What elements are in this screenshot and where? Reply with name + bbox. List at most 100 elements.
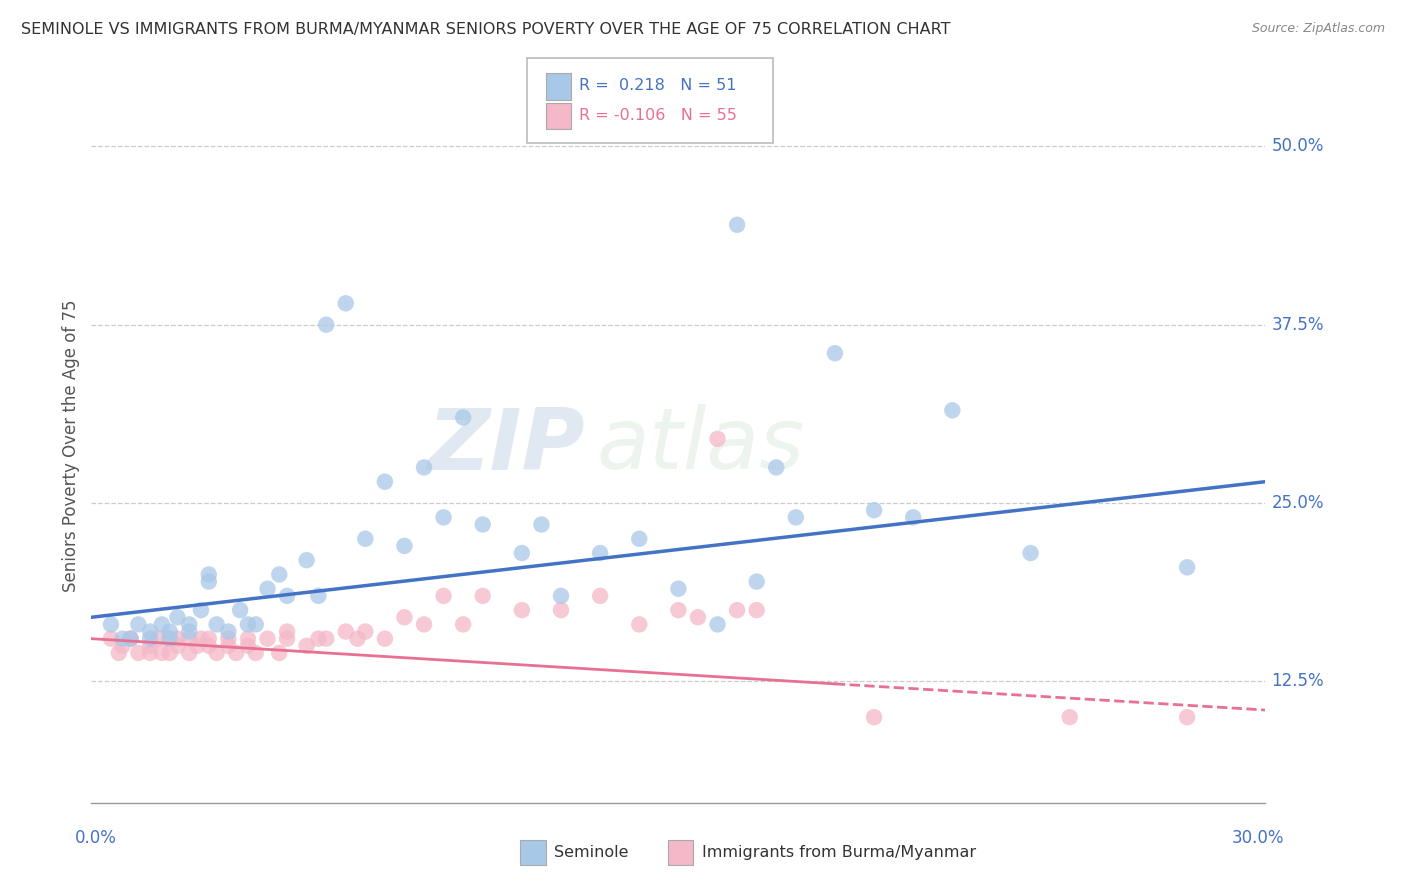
Text: R =  0.218   N = 51: R = 0.218 N = 51 <box>579 78 737 93</box>
Point <box>150 617 173 632</box>
Point <box>315 632 337 646</box>
Point <box>276 632 298 646</box>
Point <box>197 639 219 653</box>
Point <box>197 574 219 589</box>
Point <box>628 617 651 632</box>
Point <box>166 632 188 646</box>
Point <box>236 617 259 632</box>
Text: R = -0.106   N = 55: R = -0.106 N = 55 <box>579 108 737 122</box>
Point <box>628 532 651 546</box>
Point <box>276 624 298 639</box>
Point <box>451 410 474 425</box>
Point <box>1175 710 1198 724</box>
Point <box>666 603 689 617</box>
Point <box>589 589 612 603</box>
Point <box>550 603 572 617</box>
Point <box>205 617 228 632</box>
Point <box>100 632 122 646</box>
Point <box>725 218 748 232</box>
Point <box>166 610 188 624</box>
Point <box>307 589 329 603</box>
Point <box>256 632 278 646</box>
Point <box>120 632 142 646</box>
Point <box>1019 546 1042 560</box>
Point <box>139 632 162 646</box>
Point <box>159 646 181 660</box>
Point <box>179 617 201 632</box>
Point <box>315 318 337 332</box>
Point <box>295 553 318 567</box>
Y-axis label: Seniors Poverty Over the Age of 75: Seniors Poverty Over the Age of 75 <box>62 300 80 592</box>
Point <box>354 624 377 639</box>
Point <box>150 646 173 660</box>
Point <box>354 532 377 546</box>
Point <box>236 632 259 646</box>
Point <box>394 610 416 624</box>
Point <box>824 346 846 360</box>
Point <box>745 603 768 617</box>
Point <box>269 646 291 660</box>
Point <box>785 510 807 524</box>
Text: 30.0%: 30.0% <box>1232 829 1285 847</box>
Point <box>190 603 212 617</box>
Point <box>901 510 924 524</box>
Text: Immigrants from Burma/Myanmar: Immigrants from Burma/Myanmar <box>702 846 976 860</box>
Point <box>179 632 201 646</box>
Point <box>229 603 252 617</box>
Point <box>686 610 709 624</box>
Point <box>295 639 318 653</box>
Point <box>413 617 436 632</box>
Point <box>179 624 201 639</box>
Point <box>276 589 298 603</box>
Point <box>765 460 787 475</box>
Text: 12.5%: 12.5% <box>1271 673 1324 690</box>
Point <box>197 632 219 646</box>
Point <box>236 639 259 653</box>
Point <box>120 632 142 646</box>
Point <box>451 617 474 632</box>
Point <box>374 632 396 646</box>
Point <box>530 517 553 532</box>
Point <box>245 646 267 660</box>
Point <box>127 646 149 660</box>
Point <box>863 710 886 724</box>
Text: ZIP: ZIP <box>427 404 585 488</box>
Point <box>335 296 357 310</box>
Point <box>471 589 494 603</box>
Text: 25.0%: 25.0% <box>1271 494 1324 512</box>
Point <box>139 646 162 660</box>
Point <box>159 632 181 646</box>
Point <box>120 632 142 646</box>
Point <box>335 624 357 639</box>
Point <box>139 624 162 639</box>
Point <box>941 403 963 417</box>
Point <box>745 574 768 589</box>
Point <box>725 603 748 617</box>
Point <box>706 432 728 446</box>
Point <box>186 639 208 653</box>
Point <box>245 617 267 632</box>
Point <box>394 539 416 553</box>
Point <box>111 639 134 653</box>
Point <box>1059 710 1081 724</box>
Point <box>146 632 169 646</box>
Point <box>139 639 162 653</box>
Point <box>225 646 247 660</box>
Point <box>510 603 533 617</box>
Point <box>217 624 239 639</box>
Point <box>100 617 122 632</box>
Text: 50.0%: 50.0% <box>1271 137 1323 155</box>
Point <box>666 582 689 596</box>
Point <box>256 582 278 596</box>
Text: Seminole: Seminole <box>554 846 628 860</box>
Point <box>159 624 181 639</box>
Point <box>269 567 291 582</box>
Point <box>205 646 228 660</box>
Text: 37.5%: 37.5% <box>1271 316 1324 334</box>
Point <box>589 546 612 560</box>
Text: atlas: atlas <box>596 404 804 488</box>
Point <box>346 632 368 646</box>
Point <box>217 639 239 653</box>
Point <box>706 617 728 632</box>
Text: 0.0%: 0.0% <box>75 829 117 847</box>
